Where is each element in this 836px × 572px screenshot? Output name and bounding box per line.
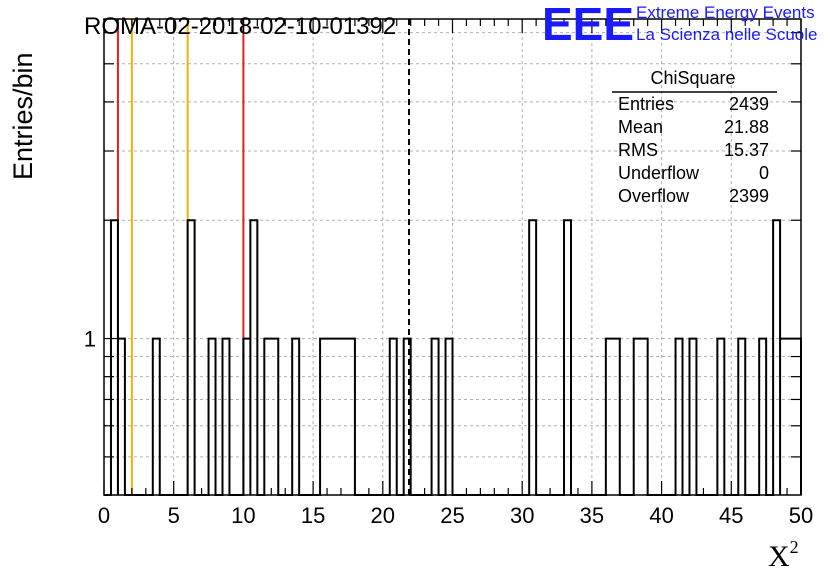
x-tick-label: 15 xyxy=(301,503,325,528)
histogram-bin xyxy=(118,339,125,495)
histogram-bin xyxy=(529,220,536,495)
histogram-bin xyxy=(773,220,780,495)
histogram-bin xyxy=(390,339,397,495)
histogram-bin xyxy=(717,339,724,495)
x-tick-label: 50 xyxy=(789,503,813,528)
x-tick-label: 45 xyxy=(719,503,743,528)
x-tick-label: 20 xyxy=(371,503,395,528)
x-axis-label: X2 xyxy=(768,537,799,572)
histogram-bin xyxy=(634,339,648,495)
histogram-bins xyxy=(111,220,801,495)
stats-value: 15.37 xyxy=(724,140,769,160)
stats-rows: Entries 2439 Mean 21.88 RMS 15.37 Underflow 0 Ov… xyxy=(618,94,769,206)
y-axis-label: Entries/bin xyxy=(8,52,38,180)
x-tick-label: 30 xyxy=(510,503,534,528)
stats-value: 21.88 xyxy=(724,117,769,137)
histogram-bin xyxy=(153,339,160,495)
histogram-bin xyxy=(222,339,229,495)
histogram-bin xyxy=(759,339,766,495)
histogram-bin xyxy=(243,339,250,495)
stats-label: Overflow xyxy=(618,186,690,206)
x-tick-label: 25 xyxy=(440,503,464,528)
x-tick-labels: 0 5 10 15 20 25 30 35 40 45 50 xyxy=(98,503,813,528)
stats-label: Mean xyxy=(618,117,663,137)
stats-value: 2439 xyxy=(729,94,769,114)
stats-box: ChiSquare Entries 2439 Mean 21.88 RMS 15.37 Un… xyxy=(612,68,777,206)
histogram-bin xyxy=(250,220,257,495)
histogram-bin xyxy=(320,339,355,495)
histogram-bin xyxy=(188,220,195,495)
logo-line-2: La Scienza nelle Scuole xyxy=(636,25,817,44)
histogram-bin xyxy=(738,339,745,495)
histogram-bin xyxy=(676,339,683,495)
x-tick-label: 5 xyxy=(168,503,180,528)
x-tick-label: 10 xyxy=(231,503,255,528)
histogram-bin xyxy=(446,339,453,495)
axis-ticks xyxy=(103,19,802,495)
x-tick-label: 35 xyxy=(580,503,604,528)
stats-value: 2399 xyxy=(729,186,769,206)
histogram-bin xyxy=(292,339,299,495)
stats-label: Entries xyxy=(618,94,674,114)
stats-title: ChiSquare xyxy=(650,68,735,88)
chart-title: ROMA-02-2018-02-10-01392 xyxy=(84,13,396,40)
histogram-bin xyxy=(264,339,278,495)
histogram-bin xyxy=(606,339,620,495)
stats-value: 0 xyxy=(759,163,769,183)
x-axis-label-symbol: X xyxy=(768,540,790,572)
histogram-bin xyxy=(780,339,801,495)
logo-mark: EEE xyxy=(542,0,634,50)
histogram-bin xyxy=(111,220,118,495)
x-tick-label: 40 xyxy=(649,503,673,528)
logo-line-1: Extreme Energy Events xyxy=(636,3,815,22)
histogram-bin xyxy=(564,220,571,495)
x-axis-label-superscript: 2 xyxy=(790,537,799,557)
x-tick-label: 0 xyxy=(98,503,110,528)
histogram-bin xyxy=(209,339,216,495)
stats-label: Underflow xyxy=(618,163,700,183)
eee-logo: EEE Extreme Energy Events La Scienza nel… xyxy=(542,0,817,50)
y-tick-labels: 1 xyxy=(84,327,96,352)
histogram-bin xyxy=(689,339,696,495)
histogram-bin xyxy=(432,339,439,495)
y-tick-label: 1 xyxy=(84,327,96,352)
stats-label: RMS xyxy=(618,140,658,160)
